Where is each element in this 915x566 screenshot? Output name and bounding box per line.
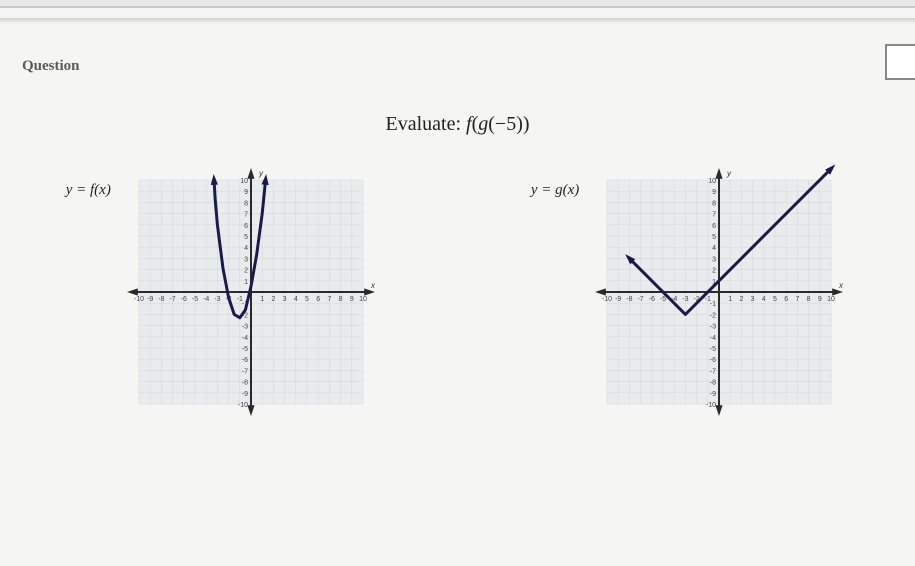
svg-text:4: 4 [294, 296, 298, 303]
chart-f: -10-9-8-7-6-5-4-3-2-112345678910-10-9-8-… [121, 162, 381, 422]
svg-text:2: 2 [244, 268, 248, 275]
title-prefix: Evaluate: [385, 113, 466, 135]
svg-text:5: 5 [244, 234, 248, 241]
chart-block-f: y = f(x) -10-9-8-7-6-5-4-3-2-11234567891… [66, 162, 381, 422]
svg-text:7: 7 [796, 296, 800, 303]
svg-text:-4: -4 [710, 335, 716, 342]
svg-text:1: 1 [244, 279, 248, 286]
question-page: Question Evaluate: f(g(−5)) y = f(x) -10… [0, 28, 915, 566]
svg-text:9: 9 [244, 189, 248, 196]
chart-g: -10-9-8-7-6-5-4-3-2-112345678910-10-9-8-… [589, 162, 849, 422]
svg-text:2: 2 [712, 268, 716, 275]
title-g: g [478, 113, 488, 135]
svg-text:-6: -6 [649, 296, 655, 303]
svg-text:3: 3 [751, 296, 755, 303]
svg-text:7: 7 [244, 212, 248, 219]
svg-text:-7: -7 [638, 296, 644, 303]
divider-shadow [0, 18, 915, 24]
svg-text:-4: -4 [242, 335, 248, 342]
svg-text:-10: -10 [238, 402, 248, 409]
svg-text:6: 6 [244, 223, 248, 230]
svg-text:8: 8 [338, 296, 342, 303]
svg-text:y: y [258, 169, 264, 178]
svg-text:-7: -7 [710, 368, 716, 375]
svg-text:-3: -3 [214, 296, 220, 303]
svg-text:8: 8 [244, 200, 248, 207]
chart-label-g: y = g(x) [531, 182, 579, 199]
svg-text:9: 9 [350, 296, 354, 303]
svg-text:6: 6 [785, 296, 789, 303]
svg-text:3: 3 [282, 296, 286, 303]
svg-text:9: 9 [818, 296, 822, 303]
svg-text:-10: -10 [602, 296, 612, 303]
svg-text:x: x [370, 281, 376, 290]
svg-text:7: 7 [327, 296, 331, 303]
svg-text:-7: -7 [242, 368, 248, 375]
svg-text:-6: -6 [242, 357, 248, 364]
svg-text:8: 8 [712, 200, 716, 207]
charts-row: y = f(x) -10-9-8-7-6-5-4-3-2-11234567891… [22, 162, 893, 422]
svg-text:-5: -5 [660, 296, 666, 303]
svg-text:y: y [726, 169, 732, 178]
svg-text:-8: -8 [242, 380, 248, 387]
svg-text:-3: -3 [710, 324, 716, 331]
svg-text:4: 4 [244, 245, 248, 252]
svg-text:-8: -8 [627, 296, 633, 303]
svg-text:10: 10 [827, 296, 835, 303]
svg-text:2: 2 [740, 296, 744, 303]
svg-text:8: 8 [807, 296, 811, 303]
question-heading: Question [22, 58, 893, 75]
svg-text:-6: -6 [710, 357, 716, 364]
svg-text:-5: -5 [192, 296, 198, 303]
svg-text:10: 10 [359, 296, 367, 303]
svg-text:-9: -9 [242, 391, 248, 398]
svg-text:4: 4 [762, 296, 766, 303]
svg-text:5: 5 [773, 296, 777, 303]
svg-text:9: 9 [712, 189, 716, 196]
svg-text:-1: -1 [710, 301, 716, 308]
svg-text:6: 6 [712, 223, 716, 230]
svg-text:-10: -10 [706, 402, 716, 409]
svg-text:1: 1 [260, 296, 264, 303]
svg-text:-4: -4 [203, 296, 209, 303]
svg-text:-3: -3 [683, 296, 689, 303]
svg-text:-2: -2 [710, 312, 716, 319]
svg-text:-9: -9 [710, 391, 716, 398]
svg-text:7: 7 [712, 212, 716, 219]
svg-text:-8: -8 [710, 380, 716, 387]
svg-text:-5: -5 [710, 346, 716, 353]
svg-text:-5: -5 [242, 346, 248, 353]
svg-text:-8: -8 [158, 296, 164, 303]
svg-text:x: x [838, 281, 844, 290]
svg-text:-10: -10 [134, 296, 144, 303]
svg-text:6: 6 [316, 296, 320, 303]
svg-text:-7: -7 [169, 296, 175, 303]
prompt-title: Evaluate: f(g(−5)) [22, 113, 893, 136]
svg-text:3: 3 [244, 256, 248, 263]
svg-text:-9: -9 [615, 296, 621, 303]
svg-text:-9: -9 [147, 296, 153, 303]
top-tab-bar [0, 0, 915, 8]
svg-text:5: 5 [712, 234, 716, 241]
svg-text:1: 1 [729, 296, 733, 303]
title-inner: (−5)) [488, 113, 529, 135]
svg-text:3: 3 [712, 256, 716, 263]
svg-text:2: 2 [271, 296, 275, 303]
svg-text:-6: -6 [181, 296, 187, 303]
chart-block-g: y = g(x) -10-9-8-7-6-5-4-3-2-11234567891… [531, 162, 849, 422]
svg-text:5: 5 [305, 296, 309, 303]
svg-text:4: 4 [712, 245, 716, 252]
svg-text:10: 10 [708, 178, 716, 185]
svg-text:-3: -3 [242, 324, 248, 331]
chart-label-f: y = f(x) [66, 182, 111, 199]
svg-text:10: 10 [240, 178, 248, 185]
